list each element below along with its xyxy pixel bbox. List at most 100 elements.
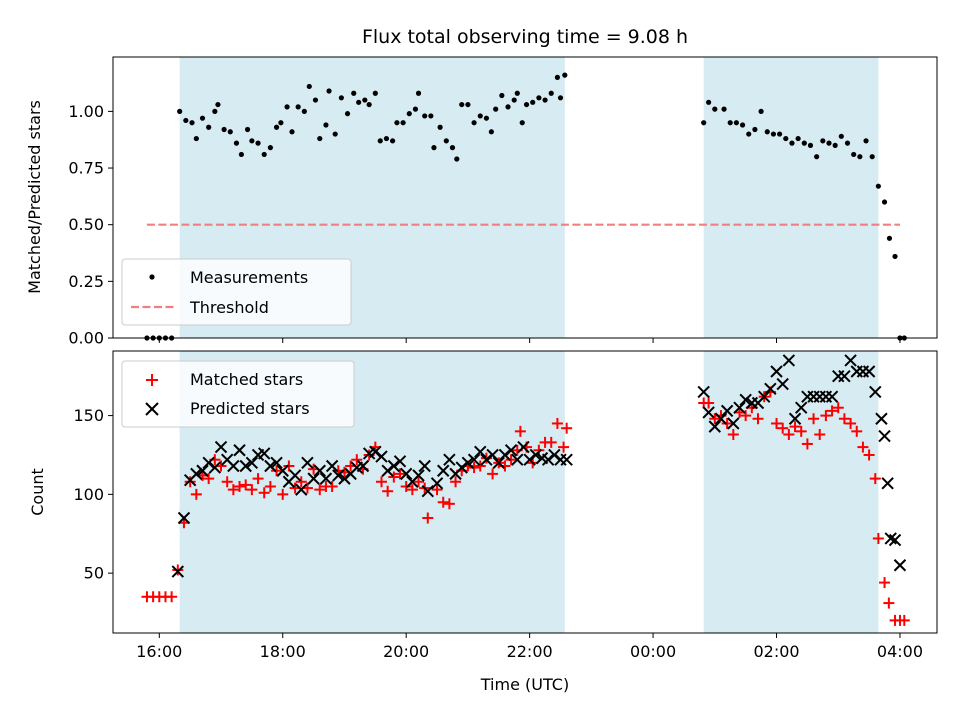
marker-stroke: [844, 354, 857, 367]
predicted-star-marker: [227, 459, 240, 473]
predicted-star-marker: [430, 477, 444, 490]
matched-star-marker: [771, 417, 783, 429]
matched-star-marker: [801, 438, 813, 450]
measurement-point: [215, 101, 221, 108]
measurement-point: [244, 126, 251, 133]
matched-star-marker: [721, 417, 733, 429]
predicted-star-marker: [381, 464, 394, 477]
predicted-star-marker: [825, 390, 839, 403]
measurement-point: [801, 140, 807, 146]
matched-star-marker: [394, 468, 406, 480]
y-tick-label: 100: [73, 485, 104, 504]
predicted-star-marker: [720, 404, 734, 418]
shaded-interval: [703, 351, 879, 633]
marker-stroke: [529, 448, 543, 462]
matched-star-marker: [431, 484, 443, 496]
measurement-point: [255, 140, 261, 146]
measurement-point: [221, 126, 227, 133]
measurement-point: [554, 74, 561, 80]
marker-stroke: [795, 401, 808, 414]
bottom-y-axis-label: Count: [28, 468, 47, 516]
matched-star-marker: [450, 476, 462, 488]
predicted-star-marker: [560, 453, 573, 466]
marker-stroke: [788, 412, 802, 425]
marker-stroke: [893, 559, 907, 572]
marker-stroke: [455, 461, 468, 474]
measurement-point: [844, 140, 851, 146]
measurement-point: [739, 122, 746, 128]
measurement-point: [267, 145, 273, 151]
marker-stroke: [245, 456, 259, 470]
predicted-star-marker: [196, 464, 209, 477]
matched-star-marker: [258, 487, 270, 499]
predicted-star-marker: [529, 448, 543, 462]
predicted-star-marker: [461, 456, 475, 470]
marker-stroke: [480, 453, 493, 466]
measurement-point: [869, 154, 875, 160]
matched-star-marker: [422, 512, 434, 524]
measurement-point: [289, 129, 295, 135]
matched-star-marker: [703, 397, 715, 409]
predicted-star-marker: [270, 456, 283, 470]
marker-stroke: [208, 461, 222, 474]
matched-star-marker: [221, 476, 233, 488]
marker-stroke: [523, 453, 536, 466]
top-y-axis-label: Matched/Predicted stars: [25, 100, 44, 294]
marker-stroke: [881, 477, 894, 490]
matched-star-marker: [857, 441, 869, 453]
predicted-star-marker: [548, 448, 561, 462]
predicted-star-marker: [393, 455, 407, 468]
predicted-star-marker: [523, 453, 536, 466]
measurement-point: [177, 108, 183, 114]
matched-star-marker: [820, 410, 832, 422]
marker-stroke: [720, 404, 734, 418]
x-tick-label: 16:00: [136, 642, 182, 661]
marker-stroke: [220, 453, 234, 466]
matched-star-marker: [863, 449, 875, 461]
measurement-point: [428, 113, 434, 119]
x-tick-label: 02:00: [753, 642, 799, 661]
marker-stroke: [356, 459, 370, 473]
predicted-star-marker: [714, 412, 728, 425]
predicted-star-marker: [239, 459, 252, 473]
marker-stroke: [276, 464, 289, 477]
marker-stroke: [190, 467, 203, 481]
matched-star-marker: [246, 484, 258, 496]
measurement-point: [752, 126, 758, 133]
predicted-star-marker: [288, 469, 302, 482]
predicted-star-marker: [258, 447, 271, 460]
marker-stroke: [869, 385, 882, 399]
predicted-star-marker: [511, 453, 524, 466]
predicted-star-marker: [332, 469, 345, 482]
measurement-point: [183, 117, 189, 124]
matched-star-marker: [789, 421, 801, 433]
legend-threshold-label: Threshold: [189, 298, 269, 317]
predicted-star-marker: [455, 461, 468, 474]
matched-star-marker: [400, 480, 412, 492]
matched-star-marker: [795, 425, 807, 437]
matched-star-marker: [437, 496, 449, 508]
predicted-star-marker: [486, 448, 499, 462]
matched-star-marker: [351, 454, 363, 466]
predicted-star-marker: [884, 532, 897, 545]
matched-star-marker: [443, 498, 455, 510]
marker-stroke: [888, 533, 902, 547]
legend-measurements-label: Measurements: [190, 268, 308, 287]
measurement-point: [422, 113, 428, 119]
marker-stroke: [560, 453, 573, 466]
measurement-point: [483, 115, 490, 121]
predicted-star-marker: [245, 456, 259, 470]
measurement-point: [193, 135, 199, 142]
measurement-point: [465, 101, 471, 108]
marker-stroke: [884, 532, 897, 545]
measurement-point: [249, 138, 255, 144]
matched-star-marker: [252, 473, 264, 485]
matched-star-marker: [783, 428, 795, 440]
predicted-star-marker: [844, 354, 857, 367]
measurement-point: [233, 140, 240, 146]
marker-stroke: [878, 429, 891, 443]
measurement-point: [505, 104, 511, 110]
matched-star-marker: [203, 473, 215, 485]
predicted-star-marker: [782, 354, 796, 367]
marker-stroke: [369, 445, 382, 459]
